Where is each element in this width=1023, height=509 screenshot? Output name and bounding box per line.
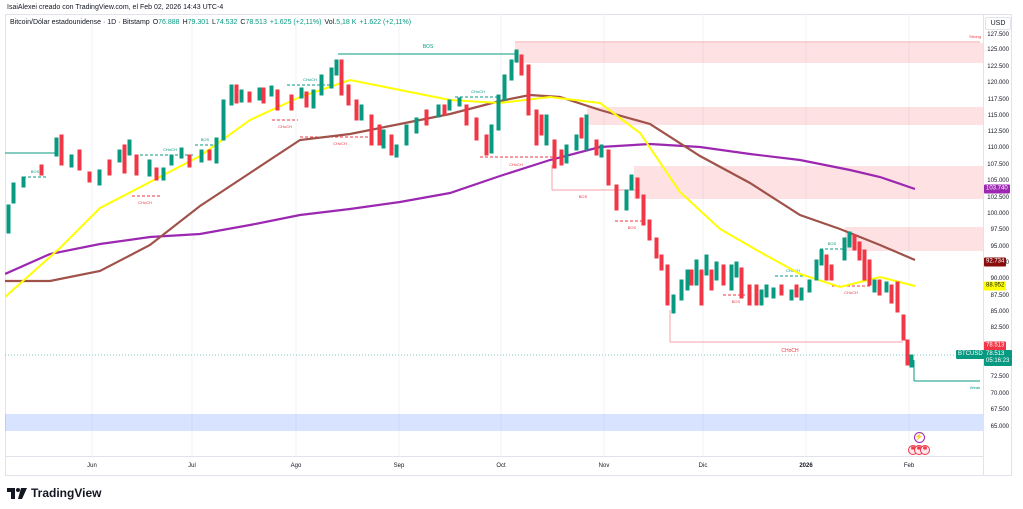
us-flag-icon[interactable]: ▀: [920, 445, 930, 455]
volume-value: 5,18 K: [336, 19, 357, 26]
brand-name: TradingView: [31, 486, 102, 500]
time-tick: Jun: [87, 463, 97, 469]
price-tick: 95.000: [990, 244, 1009, 250]
tradingview-logo[interactable]: TradingView: [7, 486, 101, 500]
open-value: 76.888: [158, 19, 180, 26]
ohlc-legend: Bitcoin/Dólar estadounidense · 1D · Bits…: [10, 19, 411, 26]
price-tick: 85.000: [990, 309, 1009, 315]
svg-text:BOS: BOS: [579, 194, 588, 199]
price-tick: 70.000: [990, 391, 1009, 397]
price-tick: 67.500: [990, 407, 1009, 413]
currency-selector[interactable]: USD: [985, 17, 1011, 30]
svg-text:CHoCH: CHoCH: [163, 147, 177, 152]
svg-text:BOS: BOS: [201, 137, 210, 142]
low-value: 74.532: [215, 19, 238, 26]
price-tick: 127.500: [987, 32, 1009, 38]
price-change: +1.625 (+2,11%): [269, 19, 322, 26]
svg-text:BOS: BOS: [732, 299, 741, 304]
svg-text:CHoCH: CHoCH: [138, 200, 152, 205]
svg-text:BOS: BOS: [628, 225, 637, 230]
svg-text:CHoCH: CHoCH: [303, 77, 317, 82]
svg-text:CHoCH: CHoCH: [333, 141, 347, 146]
price-tick: 110.000: [987, 145, 1009, 151]
chart-plot-area[interactable]: BOS CHoCH CHoCH BOS CHoCH CHoCH CHoCH BO…: [5, 14, 983, 456]
symbol-price-tag: BTCUSD: [956, 350, 985, 359]
price-tick: 100.000: [987, 211, 1009, 217]
svg-text:BOS: BOS: [828, 241, 837, 246]
close-price-tag: 78.513: [984, 341, 1007, 351]
price-axis[interactable]: 127.500 125.000 122.500 120.000 117.500 …: [983, 14, 1012, 476]
svg-text:CHoCH: CHoCH: [781, 348, 799, 354]
svg-text:CHoCH: CHoCH: [278, 124, 292, 129]
chart-frame: [5, 14, 1012, 476]
time-tick: Jul: [188, 463, 196, 469]
price-tick: 65.000: [990, 424, 1009, 430]
price-tick: 115.000: [987, 113, 1009, 119]
price-tick: 72.500: [990, 374, 1009, 380]
close-value: 78.513: [245, 19, 267, 26]
bar-countdown: 05:16:23: [986, 358, 1010, 364]
volume-label: Vol.: [324, 19, 337, 26]
svg-text:CHoCH: CHoCH: [471, 89, 485, 94]
svg-text:BOS: BOS: [423, 44, 434, 50]
open-label: O: [152, 19, 159, 26]
high-value: 79.301: [187, 19, 210, 26]
svg-text:BOS: BOS: [31, 169, 40, 174]
price-tick: 107.500: [987, 162, 1009, 168]
supply-zones: [5, 41, 983, 431]
svg-text:Strong: Strong: [969, 34, 981, 39]
candles: [6, 49, 914, 368]
last-price-value: 78.513: [986, 351, 1005, 357]
volume-change: +1.622 (+2,11%): [359, 19, 412, 26]
chart-attribution: IsaiAlexei creado con TradingView.com, e…: [7, 4, 224, 11]
time-tick: Dic: [698, 463, 708, 469]
price-tick: 112.500: [987, 129, 1009, 135]
price-tick: 120.000: [987, 80, 1009, 86]
price-tick: 122.500: [987, 64, 1009, 70]
svg-text:Weak: Weak: [970, 385, 980, 390]
last-price-tag: 78.513 05:16:23: [984, 350, 1012, 366]
candlestick-chart: BOS CHoCH CHoCH BOS CHoCH CHoCH CHoCH BO…: [5, 14, 983, 456]
ma50-price-tag: 88.952: [984, 281, 1007, 291]
price-tick: 102.500: [987, 195, 1009, 201]
svg-text:CHoCH: CHoCH: [509, 162, 523, 167]
economic-events[interactable]: ⚡ ▀ ▀ ▀: [908, 432, 930, 455]
ma100-price-tag: 92.734: [984, 257, 1007, 267]
high-label: H: [182, 19, 188, 26]
time-tick: 2026: [799, 463, 813, 469]
price-tick: 117.500: [987, 97, 1009, 103]
time-tick: Nov: [598, 463, 610, 469]
symbol-description[interactable]: Bitcoin/Dólar estadounidense · 1D · Bits…: [10, 19, 150, 26]
price-tick: 87.500: [990, 293, 1009, 299]
close-label: C: [240, 19, 246, 26]
tradingview-logo-icon: [7, 487, 27, 499]
lightning-event-icon[interactable]: ⚡: [913, 432, 925, 443]
ma200-price-tag: 103.740: [984, 184, 1010, 194]
time-tick: Ago: [290, 463, 302, 469]
time-axis[interactable]: Jun Jul Ago Sep Oct Nov Dic 2026 Feb: [5, 456, 983, 476]
price-tick: 97.500: [990, 227, 1009, 233]
us-events-group[interactable]: ▀ ▀ ▀: [908, 445, 930, 455]
time-tick: Sep: [393, 463, 405, 469]
svg-text:CHoCH: CHoCH: [844, 290, 858, 295]
price-tick: 90.000: [990, 276, 1009, 282]
time-tick: Feb: [903, 463, 915, 469]
price-tick: 105.000: [987, 178, 1009, 184]
time-tick: Oct: [496, 463, 506, 469]
low-label: L: [212, 19, 216, 26]
price-tick: 82.500: [990, 325, 1009, 331]
price-tick: 125.000: [987, 47, 1009, 53]
